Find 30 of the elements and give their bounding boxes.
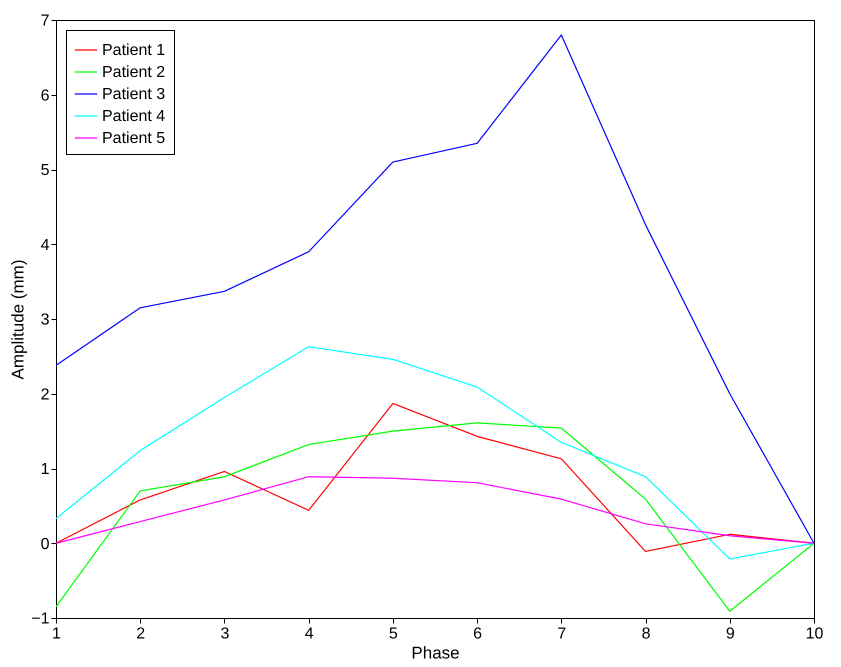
line-series <box>55 34 815 544</box>
legend-label: Patient 3 <box>102 86 166 103</box>
y-tick-label: 2 <box>40 386 50 404</box>
x-tick-label: 2 <box>136 626 146 642</box>
x-tick-label: 10 <box>806 626 824 642</box>
y-tick-label: 1 <box>40 461 50 478</box>
x-tick-label: 5 <box>388 626 398 642</box>
x-axis-title: Phase <box>411 644 460 662</box>
x-tick-label: 1 <box>52 626 62 642</box>
x-tick-label: 8 <box>642 626 651 642</box>
legend-label: Patient 2 <box>102 64 166 81</box>
legend-label: Patient 5 <box>102 130 166 147</box>
x-tick-label: 4 <box>304 626 314 642</box>
legend-label: Patient 1 <box>102 42 166 59</box>
line-series <box>55 476 815 544</box>
line-series <box>55 346 815 560</box>
y-tick-label: 7 <box>40 12 50 30</box>
line-series <box>55 422 815 612</box>
x-tick-label: 6 <box>473 626 482 642</box>
x-tick-label: 7 <box>557 626 566 642</box>
y-tick-label: −1 <box>31 610 50 628</box>
x-tick-label: 3 <box>220 626 230 642</box>
y-axis-title: Amplitude (mm) <box>8 260 28 380</box>
y-tick-label: 4 <box>40 236 50 254</box>
y-tick-label: 3 <box>40 312 50 328</box>
legend-label: Patient 4 <box>102 108 166 125</box>
y-tick-label: 0 <box>40 536 50 553</box>
x-tick-label: 9 <box>726 626 735 642</box>
y-tick-label: 6 <box>40 87 50 104</box>
y-tick-label: 5 <box>40 162 50 179</box>
